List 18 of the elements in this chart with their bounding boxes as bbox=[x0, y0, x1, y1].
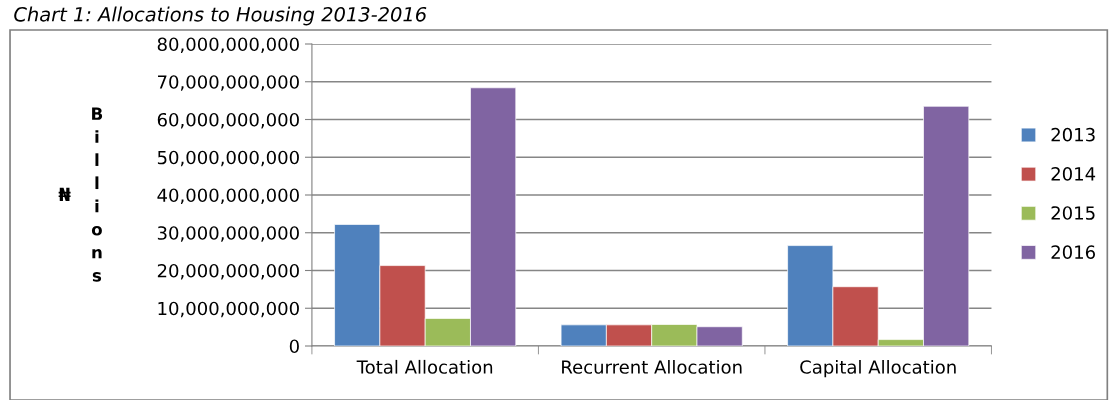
y-tick-label: 70,000,000,000 bbox=[158, 75, 299, 91]
y-tick-label: 30,000,000,000 bbox=[157, 226, 299, 242]
y-tick-label: 50,000,000,000 bbox=[157, 150, 299, 167]
legend-label: 2013 bbox=[1051, 127, 1095, 142]
y-tick-label: 60,000,000,000 bbox=[157, 112, 299, 129]
legend-label: 2016 bbox=[1051, 245, 1095, 259]
legend-label: 2015 bbox=[1051, 206, 1095, 220]
text: ₦ Billions bbox=[58, 107, 103, 282]
y-tick-label: 20,000,000,000 bbox=[157, 263, 299, 280]
x-tick-label: Capital Allocation bbox=[800, 359, 956, 378]
legend-label: 2014 bbox=[1051, 167, 1096, 181]
y-tick-label: 40,000,000,000 bbox=[157, 188, 299, 204]
chart-title: Chart 1: Allocations to Housing 2013-2016 bbox=[14, 6, 427, 26]
x-tick-label: Recurrent Allocation bbox=[562, 359, 742, 374]
x-tick-label: Total Allocation bbox=[356, 359, 493, 374]
y-tick-label: 0 bbox=[289, 339, 299, 354]
y-tick-label: 10,000,000,000 bbox=[158, 301, 299, 318]
y-tick-label: 80,000,000,000 bbox=[157, 37, 299, 53]
